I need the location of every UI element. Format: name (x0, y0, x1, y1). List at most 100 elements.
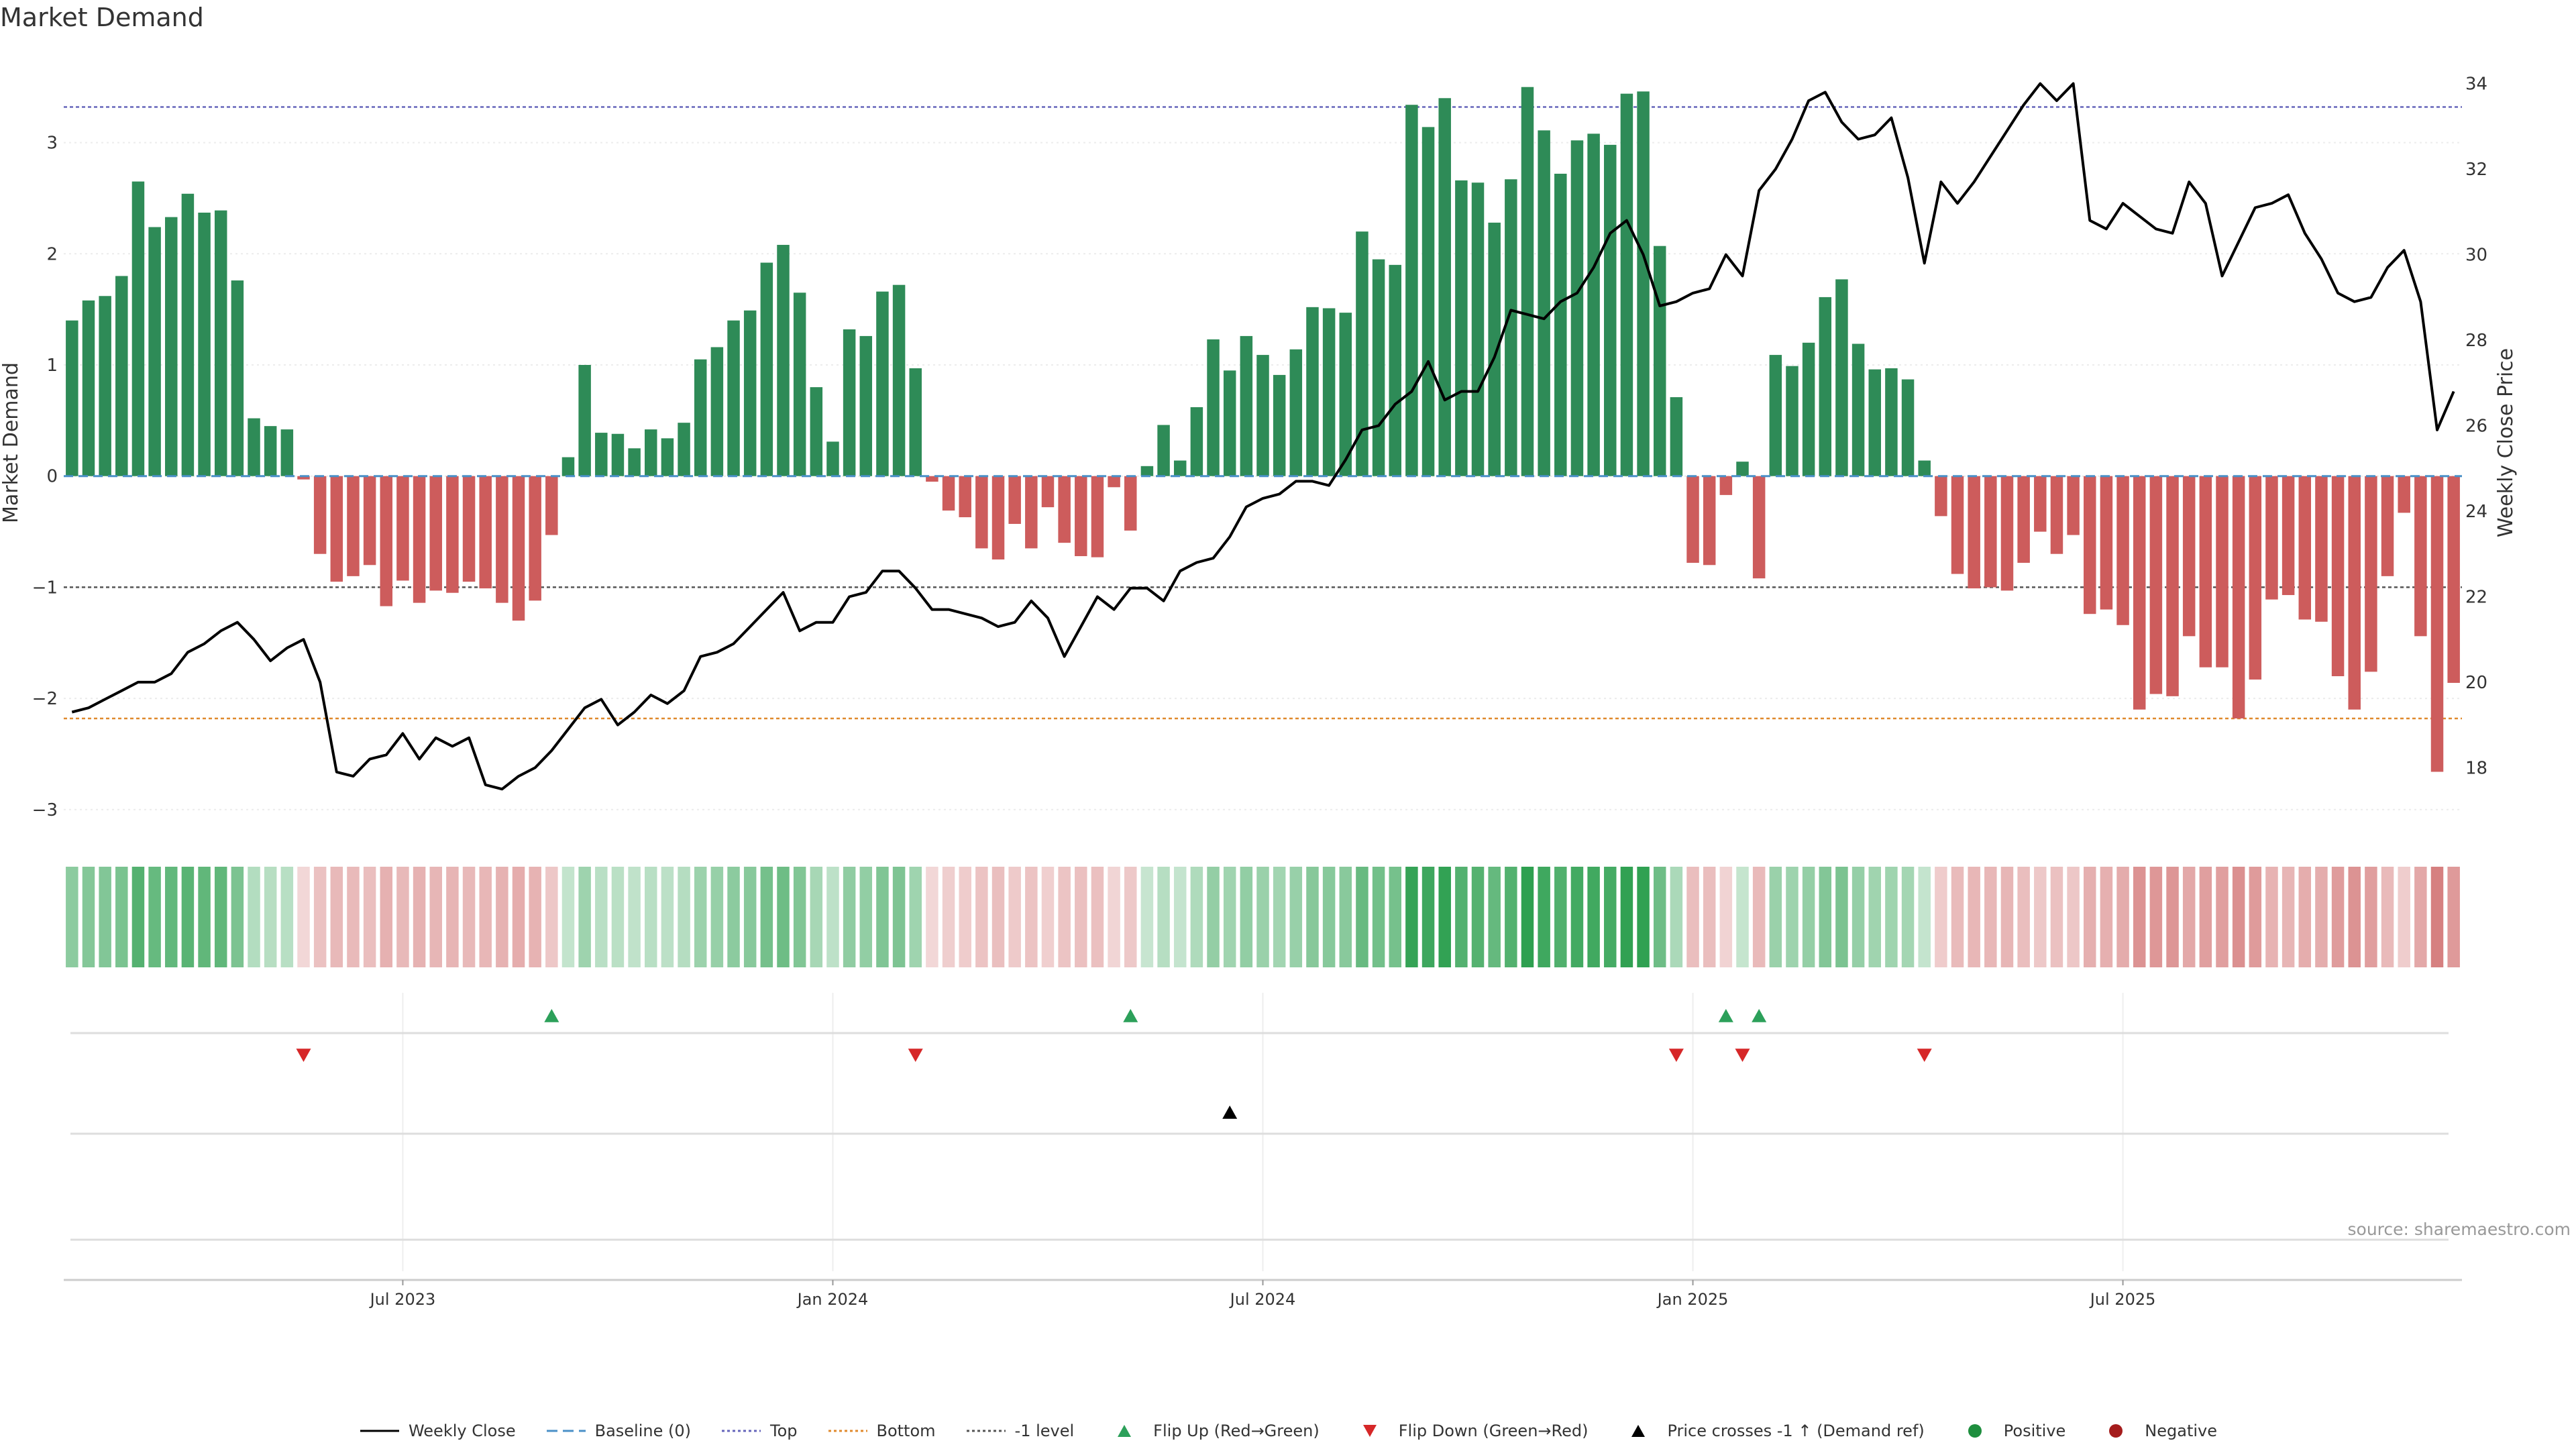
right-tick-label: 20 (2465, 673, 2487, 693)
demand-strip-cell (1223, 867, 1236, 967)
demand-strip-cell (363, 867, 376, 967)
demand-strip-cell (1256, 867, 1269, 967)
demand-bar (1322, 308, 1336, 476)
flip-down-marker (1668, 1049, 1684, 1062)
demand-strip-cell (479, 867, 492, 967)
demand-strip-cell (2265, 867, 2278, 967)
demand-strip-cell (231, 867, 244, 967)
demand-bar (611, 433, 625, 476)
right-tick-label: 28 (2465, 331, 2487, 351)
right-tick-label: 34 (2465, 74, 2487, 95)
demand-strip-cell (959, 867, 971, 967)
demand-strip-cell (264, 867, 277, 967)
demand-bar (1703, 476, 1716, 566)
demand-strip-cell (942, 867, 955, 967)
legend-symbol-icon (1118, 1425, 1132, 1437)
legend-symbol-icon (546, 1430, 586, 1432)
demand-strip-cell (1835, 867, 1848, 967)
demand-bar (909, 368, 922, 476)
demand-bar (578, 365, 591, 476)
demand-strip-cell (496, 867, 508, 967)
demand-bar (2216, 476, 2229, 667)
demand-strip-cell (2232, 867, 2245, 967)
demand-bar (1025, 476, 1038, 549)
demand-bar (313, 476, 327, 554)
demand-bar (264, 426, 277, 476)
flip-down-marker (296, 1049, 311, 1062)
demand-strip-cell (1802, 867, 1815, 967)
demand-strip-cell (1471, 867, 1485, 967)
demand-bar (1521, 87, 1534, 476)
legend-label: Positive (2003, 1421, 2066, 1440)
demand-strip-cell (1570, 867, 1584, 967)
demand-strip-cell (1124, 867, 1137, 967)
demand-bar (1968, 476, 1980, 589)
demand-strip-cell (446, 867, 459, 967)
demand-bar (1041, 476, 1055, 508)
legend-label: Weekly Close (408, 1421, 516, 1440)
demand-strip-cell (843, 867, 856, 967)
demand-bar (429, 476, 442, 591)
demand-bar (2447, 476, 2460, 683)
demand-strip-cell (248, 867, 260, 967)
demand-bar (1885, 368, 1898, 476)
demand-bar (1951, 476, 1964, 574)
demand-strip-cell (2199, 867, 2212, 967)
demand-bar (231, 280, 244, 476)
demand-bar (1289, 349, 1303, 476)
legend-label: Baseline (0) (594, 1421, 691, 1440)
legend-symbol-icon (360, 1430, 399, 1432)
demand-strip-cell (330, 867, 343, 967)
legend-item: Negative (2095, 1421, 2217, 1440)
demand-strip-cell (2365, 867, 2377, 967)
legend-symbol-icon (2109, 1424, 2123, 1438)
source-label: source: sharemaestro.com (2347, 1220, 2571, 1239)
chart-legend: Weekly Close Baseline (0) Top Bottom -1 leve… (0, 1414, 2576, 1448)
demand-bar (1339, 313, 1352, 476)
demand-strip-cell (2430, 867, 2444, 967)
demand-bar (1719, 476, 1733, 495)
demand-strip-cell (1108, 867, 1120, 967)
demand-bar (743, 310, 757, 476)
demand-strip-cell (1653, 867, 1666, 967)
demand-strip-cell (1620, 867, 1633, 967)
demand-bar (2050, 476, 2063, 554)
left-tick-label: 3 (46, 133, 58, 154)
demand-strip-cell (545, 867, 558, 967)
demand-strip-cell (1356, 867, 1368, 967)
demand-bar (148, 227, 161, 476)
demand-strip-cell (1554, 867, 1567, 967)
demand-strip-cell (1438, 867, 1451, 967)
demand-bar (529, 476, 541, 601)
demand-bar (1736, 462, 1749, 476)
demand-strip-cell (628, 867, 641, 967)
demand-bar (2282, 476, 2295, 596)
demand-strip-cell (2282, 867, 2295, 967)
demand-bar (2249, 476, 2262, 680)
demand-bar (479, 476, 492, 589)
demand-strip-cell (1405, 867, 1418, 967)
demand-strip-cell (280, 867, 294, 967)
demand-bar (1405, 105, 1418, 476)
legend-label: Flip Down (Green→Red) (1398, 1421, 1589, 1440)
demand-bar (2116, 476, 2129, 625)
left-axis-label: Market Demand (0, 362, 23, 523)
demand-bar (777, 245, 790, 476)
demand-strip-cell (1951, 867, 1964, 967)
demand-bar (1058, 476, 1071, 543)
demand-strip-cell (727, 867, 740, 967)
left-tick-label: −3 (32, 800, 58, 820)
flip-down-marker (1735, 1049, 1750, 1062)
demand-bar (1438, 98, 1451, 476)
demand-strip-cell (1075, 867, 1087, 967)
demand-bar (1670, 397, 1683, 476)
demand-strip-cell (115, 867, 128, 967)
demand-strip-cell (1140, 867, 1154, 967)
demand-strip-cell (1091, 867, 1104, 967)
flip-up-marker (544, 1009, 559, 1022)
right-tick-label: 30 (2465, 246, 2487, 266)
demand-bar (2381, 476, 2394, 576)
demand-bar (330, 476, 343, 582)
demand-strip-cell (975, 867, 988, 967)
demand-strip-cell (1686, 867, 1699, 967)
